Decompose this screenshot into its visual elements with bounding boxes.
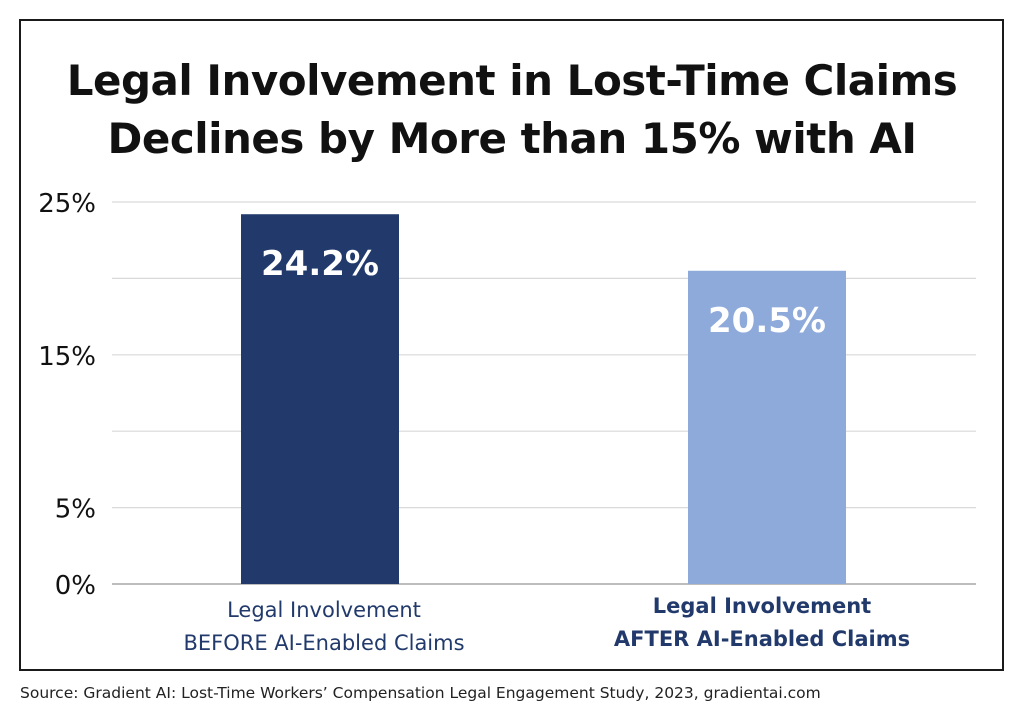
bar-before <box>241 214 399 584</box>
bar-value-label-after: 20.5% <box>708 301 826 341</box>
chart-title: Legal Involvement in Lost-Time Claims De… <box>0 52 1024 168</box>
source-note: Source: Gradient AI: Lost-Time Workers’ … <box>20 684 821 702</box>
title-line-2: Declines by More than 15% with AI <box>107 114 917 163</box>
category-label-after: Legal Involvement AFTER AI-Enabled Claim… <box>552 590 972 656</box>
y-tick-label: 0% <box>55 571 96 601</box>
y-tick-label: 5% <box>55 495 96 525</box>
category-after-line-1: Legal Involvement <box>652 594 872 618</box>
y-tick-label: 25% <box>38 189 96 219</box>
category-before-line-1: Legal Involvement <box>227 598 421 622</box>
category-before-line-2: BEFORE AI-Enabled Claims <box>183 631 465 655</box>
bar-after <box>688 270 846 584</box>
category-label-before: Legal Involvement BEFORE AI-Enabled Clai… <box>114 594 534 660</box>
bar-value-label-before: 24.2% <box>261 244 379 284</box>
category-after-line-2: AFTER AI-Enabled Claims <box>613 627 911 651</box>
title-line-1: Legal Involvement in Lost-Time Claims <box>66 56 958 105</box>
bars: 24.2% 20.5% <box>241 214 846 584</box>
y-tick-label: 15% <box>38 342 96 372</box>
y-axis-ticks: 0% 5% 15% 25% <box>38 189 96 601</box>
